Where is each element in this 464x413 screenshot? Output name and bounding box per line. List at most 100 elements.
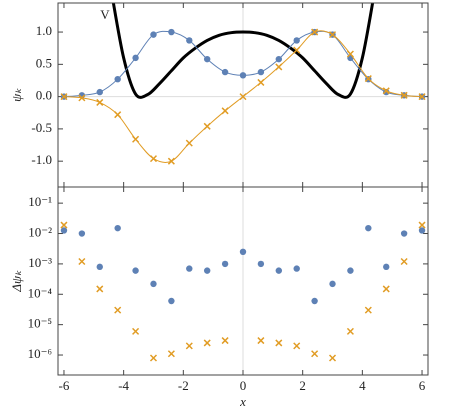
y-tick-label: 10⁻⁵	[28, 316, 52, 331]
point	[203, 267, 211, 274]
y-axis-label: Δψₖ	[9, 270, 24, 293]
point	[382, 87, 390, 95]
point	[293, 265, 300, 272]
point	[311, 297, 318, 305]
point	[328, 354, 337, 362]
y-axis-label: ψₖ	[9, 88, 24, 102]
point	[185, 139, 193, 147]
point	[257, 337, 265, 345]
point	[167, 350, 175, 358]
point	[150, 31, 157, 38]
point	[221, 68, 229, 76]
point	[400, 91, 408, 99]
point	[186, 265, 193, 272]
plot-area	[60, 221, 426, 362]
point	[293, 342, 301, 350]
x-tick-label: -2	[178, 378, 189, 393]
point	[418, 221, 426, 229]
point	[347, 267, 354, 274]
y-tick-label: 10⁻⁶	[28, 346, 52, 361]
point	[383, 263, 390, 271]
point	[221, 107, 229, 115]
point	[132, 327, 140, 335]
point	[418, 93, 426, 101]
point	[275, 339, 283, 347]
point	[257, 68, 265, 76]
point	[149, 155, 158, 163]
point	[275, 55, 283, 63]
point	[257, 260, 265, 268]
x-tick-label: 6	[419, 378, 426, 393]
frame	[57, 186, 429, 376]
point	[60, 93, 68, 101]
point	[364, 306, 372, 314]
curve	[111, 3, 375, 99]
x-tick-label: 0	[240, 378, 247, 393]
point	[239, 248, 247, 256]
point	[203, 55, 211, 63]
point	[239, 93, 247, 101]
y-tick-label: -0.5	[31, 120, 52, 135]
point	[311, 350, 319, 358]
x-axis-label: x	[239, 394, 246, 409]
point	[328, 31, 337, 39]
point	[329, 280, 336, 288]
point	[221, 337, 229, 345]
x-tick-label: -6	[59, 378, 70, 393]
point	[167, 157, 175, 165]
x-tick-label: 4	[359, 378, 366, 393]
point	[203, 122, 211, 130]
point	[149, 354, 158, 362]
point	[96, 285, 104, 293]
point	[293, 37, 300, 44]
point	[168, 28, 175, 36]
point	[114, 75, 121, 83]
point	[346, 50, 354, 58]
point	[293, 46, 301, 54]
x-tick-label: 2	[299, 378, 306, 393]
y-tick-label: 10⁻¹	[28, 194, 52, 209]
point	[346, 327, 354, 335]
point	[114, 111, 122, 119]
point	[311, 28, 319, 36]
point	[132, 54, 139, 62]
point	[96, 263, 103, 271]
point	[400, 257, 408, 266]
y-tick-label: 10⁻⁴	[28, 285, 53, 300]
point	[168, 297, 175, 305]
y-tick-label: 0.5	[36, 55, 52, 70]
point	[185, 342, 193, 350]
point	[96, 98, 104, 106]
annotation: V	[100, 7, 110, 22]
point	[96, 88, 103, 96]
point	[78, 230, 86, 237]
point	[132, 267, 139, 274]
y-tick-label: 1.0	[36, 23, 52, 38]
point	[132, 135, 140, 143]
point	[78, 94, 86, 102]
point	[364, 75, 372, 83]
point	[365, 224, 372, 232]
point	[60, 227, 68, 234]
point	[203, 339, 211, 347]
point	[221, 260, 229, 268]
point	[275, 267, 283, 274]
point	[418, 227, 426, 234]
y-tick-label: -1.0	[31, 152, 52, 167]
point	[186, 37, 193, 44]
point	[78, 257, 86, 266]
x-tick-label: -4	[118, 378, 129, 393]
point	[60, 221, 68, 229]
plot-area	[60, 3, 426, 165]
point	[114, 306, 122, 314]
y-tick-label: 0.0	[36, 88, 52, 103]
point	[257, 78, 265, 86]
y-tick-label: 10⁻³	[28, 255, 52, 270]
point	[400, 230, 408, 237]
point	[275, 63, 283, 71]
point	[114, 224, 121, 232]
y-tick-label: 10⁻²	[28, 225, 52, 240]
point	[382, 285, 390, 293]
point	[239, 72, 247, 79]
